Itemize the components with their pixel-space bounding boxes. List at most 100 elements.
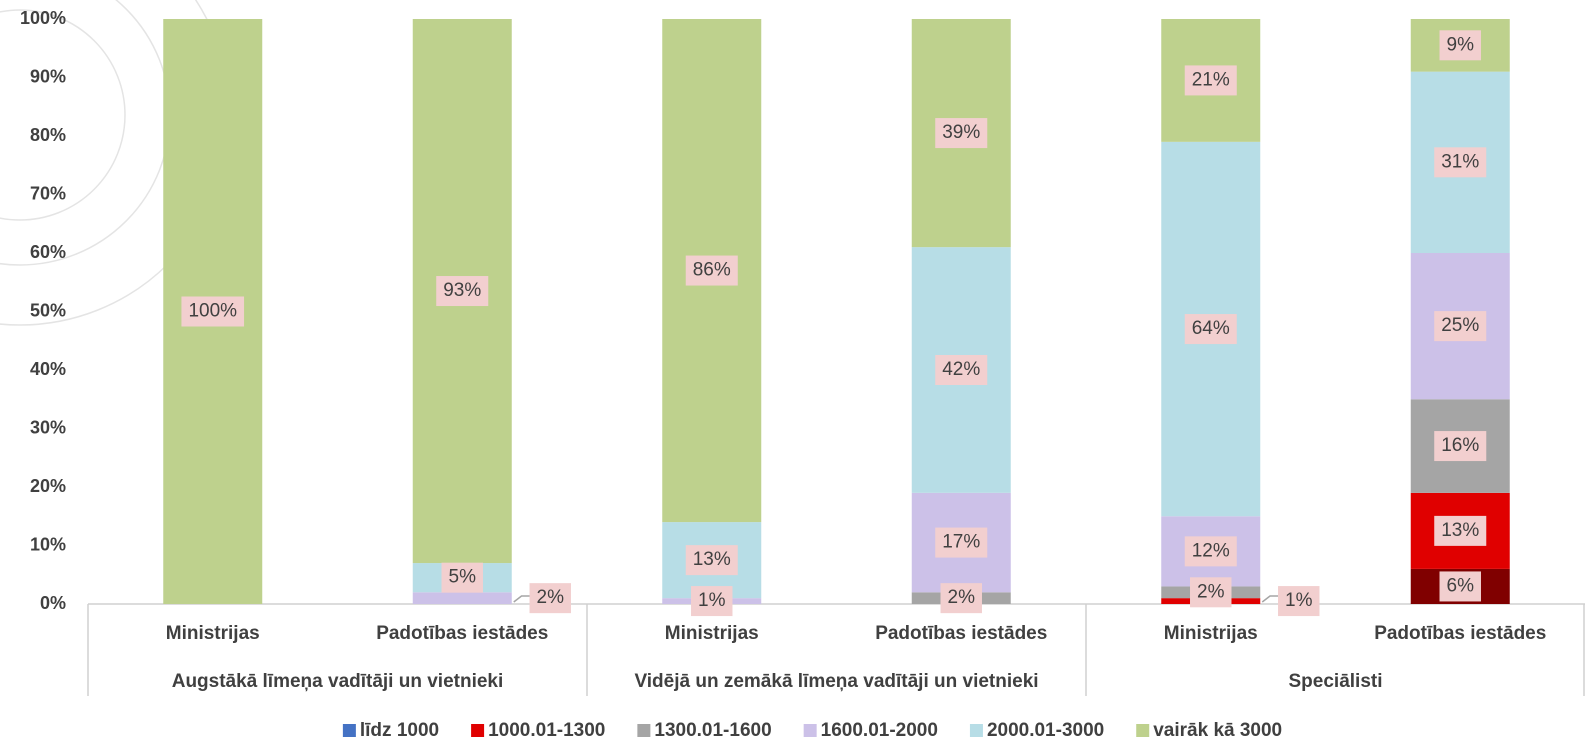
legend-item: 1300.01-1600 xyxy=(637,720,772,741)
data-label-text: 6% xyxy=(1447,575,1475,596)
group-label: Speciālisti xyxy=(1289,671,1383,692)
data-label-text: 2% xyxy=(948,587,976,608)
data-label-box xyxy=(940,583,982,614)
data-label: 64% xyxy=(1184,314,1237,345)
legend-item: 2000.01-3000 xyxy=(969,720,1104,741)
leader-line xyxy=(1261,595,1279,603)
legend-swatch xyxy=(637,724,651,737)
data-label: 5% xyxy=(441,562,483,593)
data-label-box xyxy=(935,118,988,149)
x-tick-label: Padotības iestādes xyxy=(1374,623,1546,644)
y-tick-label: 90% xyxy=(30,66,66,86)
data-label-text: 2% xyxy=(1197,581,1225,602)
data-label-text: 17% xyxy=(942,532,980,553)
data-label-box xyxy=(181,296,245,327)
x-tick-label: Ministrijas xyxy=(166,623,260,644)
data-label: 93% xyxy=(436,276,489,307)
data-label-box xyxy=(1439,30,1481,61)
data-label-box xyxy=(1434,147,1487,178)
data-label-text: 31% xyxy=(1441,151,1479,172)
data-label: 13% xyxy=(685,545,738,576)
data-label: 1% xyxy=(1261,586,1320,617)
data-label: 1% xyxy=(691,586,733,617)
data-label-text: 5% xyxy=(449,567,477,588)
legend-item: vairāk kā 3000 xyxy=(1136,720,1282,741)
data-label-box xyxy=(1184,65,1237,96)
legend-item: 1600.01-2000 xyxy=(803,720,938,741)
data-label-box xyxy=(1278,586,1320,617)
data-label-text: 86% xyxy=(693,260,731,281)
y-tick-label: 40% xyxy=(30,359,66,379)
legend-item: līdz 1000 xyxy=(342,720,439,741)
data-label-box xyxy=(1184,314,1237,345)
data-label-text: 1% xyxy=(698,590,726,611)
data-label: 25% xyxy=(1434,311,1487,342)
y-tick-label: 20% xyxy=(30,476,66,496)
legend-swatch xyxy=(471,724,485,737)
x-tick-label: Padotības iestādes xyxy=(875,623,1047,644)
data-label: 2% xyxy=(1190,577,1232,608)
data-label-text: 2% xyxy=(537,587,565,608)
data-label-box xyxy=(1434,515,1487,546)
data-labels: 100% 2% 5% 93% 1% 13% 86% 2% 17% 42% 39% 1% 2% 12% 64%… xyxy=(181,30,1487,617)
data-label-box xyxy=(935,527,988,558)
y-tick-label: 30% xyxy=(30,417,66,437)
y-tick-label: 70% xyxy=(30,183,66,203)
data-label-text: 1% xyxy=(1285,590,1313,611)
data-label-box xyxy=(685,545,738,576)
data-label-text: 13% xyxy=(693,549,731,570)
data-label-text: 42% xyxy=(942,359,980,380)
legend-label: līdz 1000 xyxy=(360,720,439,741)
data-label-box xyxy=(1439,571,1481,602)
y-tick-label: 60% xyxy=(30,242,66,262)
data-label-box xyxy=(529,583,571,614)
data-label-box xyxy=(1190,577,1232,608)
data-label: 100% xyxy=(181,296,245,327)
data-label: 21% xyxy=(1184,65,1237,96)
x-tick-label: Ministrijas xyxy=(665,623,759,644)
data-label: 2% xyxy=(513,583,571,614)
legend-label: 1600.01-2000 xyxy=(821,720,938,741)
y-tick-label: 0% xyxy=(40,593,66,613)
data-label-box xyxy=(685,255,738,286)
y-tick-label: 100% xyxy=(20,8,66,28)
data-label-text: 100% xyxy=(188,301,237,322)
data-label-text: 16% xyxy=(1441,435,1479,456)
data-label-box xyxy=(1434,311,1487,342)
y-tick-label: 10% xyxy=(30,534,66,554)
group-label: Augstākā līmeņa vadītāji un vietnieki xyxy=(172,671,504,692)
data-label-box xyxy=(436,276,489,307)
data-label-box xyxy=(441,562,483,593)
data-label-text: 39% xyxy=(942,122,980,143)
y-tick-label: 50% xyxy=(30,300,66,320)
legend-label: 2000.01-3000 xyxy=(987,720,1104,741)
legend-label: 1300.01-1600 xyxy=(654,720,771,741)
data-label: 6% xyxy=(1439,571,1481,602)
group-label: Vidējā un zemākā līmeņa vadītāji un viet… xyxy=(634,671,1038,692)
data-label: 17% xyxy=(935,527,988,558)
leader-line xyxy=(513,595,530,603)
data-label: 86% xyxy=(685,255,738,286)
y-tick-label: 80% xyxy=(30,125,66,145)
legend: līdz 1000 1000.01-1300 1300.01-1600 1600.01… xyxy=(342,720,1282,741)
data-label-box xyxy=(691,586,733,617)
data-label: 2% xyxy=(940,583,982,614)
legend-item: 1000.01-1300 xyxy=(471,720,605,741)
data-label: 12% xyxy=(1184,536,1237,567)
data-label: 9% xyxy=(1439,30,1481,61)
data-label-text: 13% xyxy=(1441,520,1479,541)
data-label: 39% xyxy=(935,118,988,149)
legend-swatch xyxy=(1136,724,1150,737)
data-label-text: 9% xyxy=(1447,34,1475,55)
x-tick-label: Padotības iestādes xyxy=(376,623,548,644)
data-label-text: 93% xyxy=(443,280,481,301)
legend-swatch xyxy=(969,724,983,737)
data-label: 42% xyxy=(935,355,988,385)
data-label-box xyxy=(1434,431,1487,462)
bar-segment xyxy=(412,592,512,604)
data-label-text: 21% xyxy=(1192,69,1230,90)
data-label-text: 64% xyxy=(1192,318,1230,339)
x-tick-label: Ministrijas xyxy=(1164,623,1258,644)
legend-label: vairāk kā 3000 xyxy=(1153,720,1282,741)
